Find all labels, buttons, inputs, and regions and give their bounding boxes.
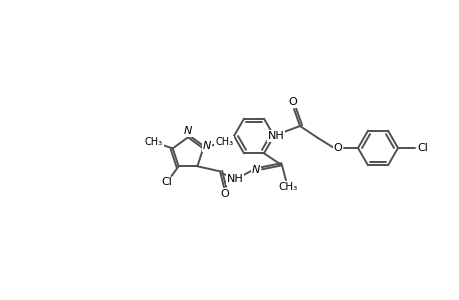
Text: N: N [184, 126, 192, 136]
Text: CH₃: CH₃ [145, 137, 162, 147]
Text: N: N [251, 165, 260, 175]
Text: Cl: Cl [161, 177, 172, 188]
Text: CH₃: CH₃ [278, 182, 297, 192]
Text: O: O [288, 97, 297, 107]
Text: N: N [202, 141, 211, 152]
Text: NH: NH [267, 131, 284, 141]
Text: NH: NH [226, 174, 243, 184]
Text: CH₃: CH₃ [215, 136, 233, 147]
Text: O: O [333, 143, 341, 153]
Text: Cl: Cl [417, 143, 427, 153]
Text: O: O [220, 189, 229, 199]
